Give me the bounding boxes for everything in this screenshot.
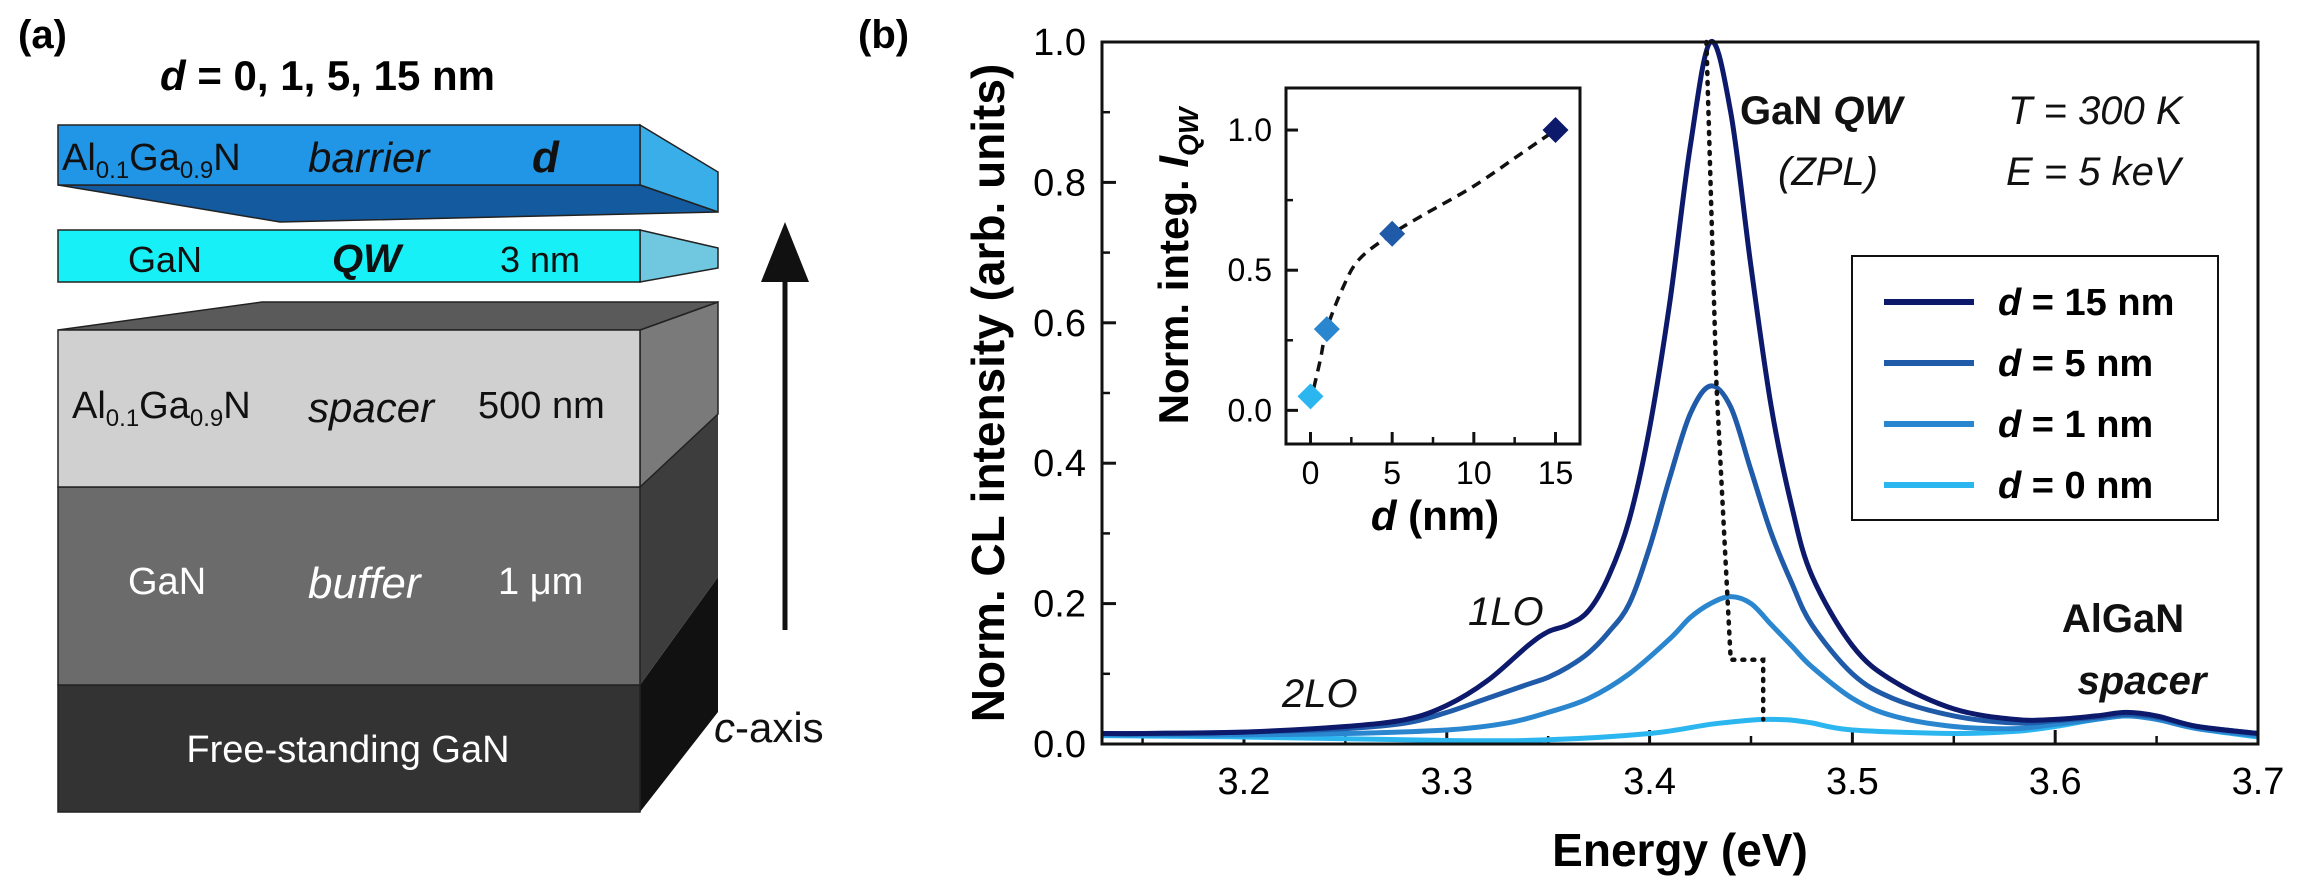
buffer-front: [57, 486, 641, 686]
main-y-tick-label: 0.6: [1033, 303, 1086, 345]
panel-a-title-rest: = 0, 1, 5, 15 nm: [186, 52, 495, 99]
inset-frame: [1284, 86, 1582, 446]
layer-qw: GaN QW 3 nm: [57, 229, 719, 283]
annotation-spacer: spacer: [2078, 659, 2209, 703]
inset-x-tick-label: 10: [1456, 455, 1492, 491]
legend-label: d = 15 nm: [1998, 282, 2174, 324]
qw-material: GaN: [128, 239, 202, 280]
inset-marks: [1297, 117, 1569, 410]
annotation-energy: E = 5 keV: [2006, 150, 2184, 194]
inset-data-point: [1379, 220, 1406, 247]
annotation-1lo: 1LO: [1468, 590, 1544, 634]
annotation-temperature: T = 300 K: [2008, 89, 2185, 133]
inset-y-tick-label: 0.5: [1228, 252, 1272, 288]
inset-x-tick-label: 15: [1538, 455, 1574, 491]
inset-background: [1286, 88, 1580, 444]
main-plot-frame: [1100, 40, 2260, 746]
inset-y-tick-label: 0.0: [1228, 392, 1272, 428]
spacer-role: spacer: [308, 384, 436, 431]
inset-x-tick-label: 5: [1383, 455, 1401, 491]
inset-data-point: [1542, 117, 1569, 144]
panel-b-label: (b): [858, 13, 909, 57]
inset-trend-guide: [1312, 128, 1557, 389]
panel-b: (b) 3.2 3.3 3.4 3.5 3.6 3.7 0.0 0.2 0.4 0.6 0.8 1.0…: [858, 13, 2284, 876]
main-x-tick-label: 3.3: [1420, 761, 1473, 803]
layer-substrate: Free-standing GaN: [57, 577, 718, 813]
barrier-thickness: d: [532, 133, 560, 182]
inset-y-tick-label: 1.0: [1228, 112, 1272, 148]
spacer-front: [57, 329, 641, 488]
inset-data-point: [1297, 383, 1324, 410]
main-plot-series: [1101, 39, 2259, 744]
main-y-tick-label: 0.2: [1033, 584, 1086, 626]
main-x-tick-label: 3.4: [1623, 761, 1676, 803]
panel-a-title: d = 0, 1, 5, 15 nm: [160, 52, 495, 99]
panel-a-label: (a): [18, 13, 67, 57]
inset-y-axis-label: Norm. integ. IQW: [1150, 105, 1204, 424]
legend: d = 15 nm d = 5 nm d = 1 nm d = 0 nm: [1851, 255, 2219, 521]
main-y-tick-label: 1.0: [1033, 22, 1086, 64]
qw-front: [57, 229, 641, 283]
main-x-tick-label: 3.7: [2232, 761, 2285, 803]
main-x-tick-label: 3.5: [1826, 761, 1879, 803]
peak-shift-guide: [1704, 39, 1766, 722]
barrier-bottom: [57, 184, 719, 223]
series-line: [1102, 594, 2259, 739]
layer-spacer: Al0.1Ga0.9N spacer 500 nm: [57, 300, 719, 489]
inset-data-point: [1313, 316, 1340, 343]
series-line: [1101, 39, 2259, 737]
inset-x-tick-label: 0: [1302, 455, 1320, 491]
buffer-material: GaN: [128, 561, 206, 603]
main-plot-ticks: 3.2 3.3 3.4 3.5 3.6 3.7 0.0 0.2 0.4 0.6 0.8 1.0: [1033, 22, 2284, 803]
substrate-front: [57, 684, 641, 813]
buffer-side: [640, 414, 718, 685]
qw-side: [639, 229, 719, 283]
spacer-material: Al0.1Ga0.9N: [72, 385, 251, 432]
main-y-tick-label: 0.0: [1033, 724, 1086, 766]
annotation-algan: AlGaN: [2062, 597, 2184, 641]
legend-label: d = 1 nm: [1998, 404, 2153, 446]
main-x-tick-label: 3.2: [1218, 761, 1271, 803]
buffer-thickness: 1 μm: [498, 561, 583, 603]
inset-ticks: 0 5 10 15 0.0 0.5 1.0: [1228, 112, 1574, 491]
main-x-tick-label: 3.6: [2029, 761, 2082, 803]
annotation-gan-qw: GaN QW: [1740, 89, 1905, 133]
legend-items: d = 15 nm d = 5 nm d = 1 nm d = 0 nm: [1884, 282, 2174, 507]
main-y-axis-label: Norm. CL intensity (arb. units): [962, 64, 1014, 723]
layer-barrier: Al0.1Ga0.9N barrier d: [57, 123, 719, 223]
annotation-zpl: (ZPL): [1778, 150, 1878, 194]
substrate-side: [640, 577, 718, 812]
panel-a-title-var: d: [160, 52, 187, 99]
c-axis-label: c-axis: [714, 704, 824, 751]
main-y-tick-label: 0.4: [1033, 443, 1086, 485]
main-x-axis-label: Energy (eV): [1552, 824, 1808, 876]
inset-x-axis-label: d (nm): [1371, 492, 1499, 539]
layer-buffer: GaN buffer 1 μm: [57, 414, 718, 686]
barrier-role: barrier: [308, 134, 431, 181]
spacer-thickness: 500 nm: [478, 385, 605, 427]
qw-role: QW: [332, 237, 404, 281]
panel-a: (a) d = 0, 1, 5, 15 nm Free-standing GaN…: [18, 13, 824, 813]
main-y-tick-label: 0.8: [1033, 162, 1086, 204]
spacer-top: [57, 301, 719, 331]
legend-label: d = 5 nm: [1998, 343, 2153, 385]
legend-label: d = 0 nm: [1998, 465, 2153, 507]
barrier-material: Al0.1Ga0.9N: [62, 137, 241, 184]
substrate-label: Free-standing GaN: [186, 729, 509, 771]
inset-chart: 0 5 10 15 0.0 0.5 1.0 d (nm) Norm. integ. IQW: [1150, 86, 1582, 539]
barrier-front: [57, 124, 641, 186]
annotation-2lo: 2LO: [1281, 672, 1358, 716]
qw-thickness: 3 nm: [500, 239, 580, 280]
buffer-role: buffer: [308, 559, 423, 608]
